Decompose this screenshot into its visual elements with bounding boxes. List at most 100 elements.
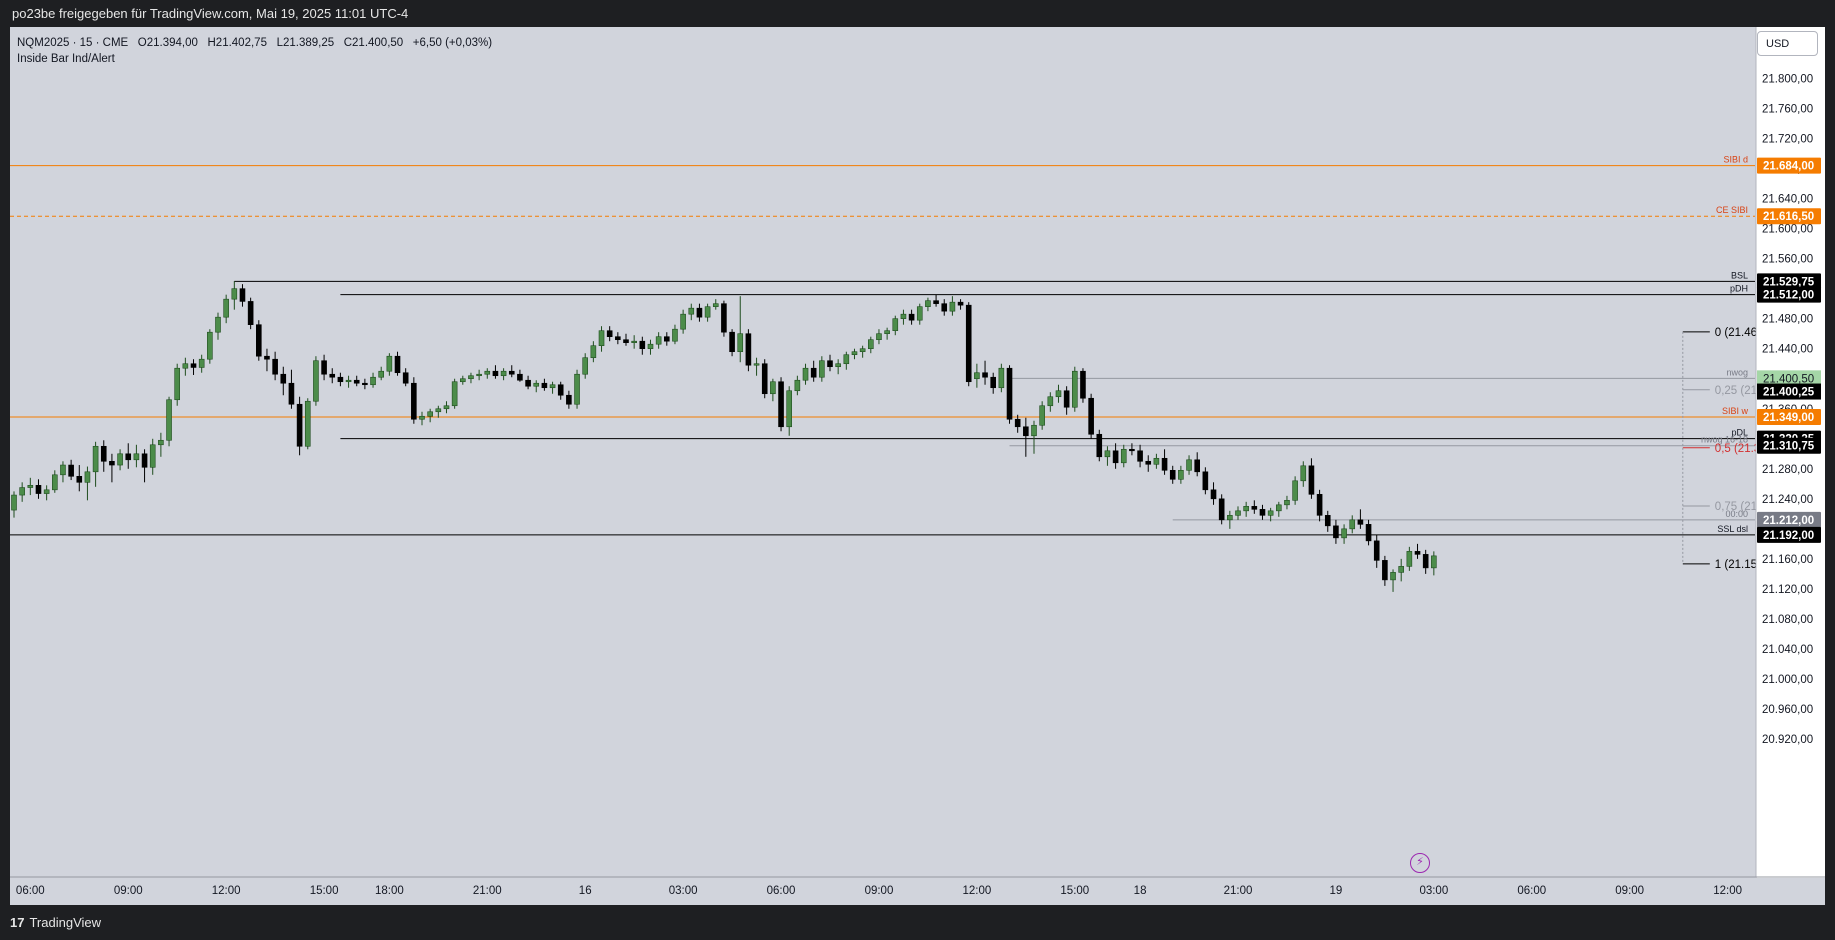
candle[interactable] <box>688 303 695 321</box>
candle[interactable] <box>582 353 589 379</box>
candle[interactable] <box>451 378 458 409</box>
candle[interactable] <box>843 351 850 370</box>
candle[interactable] <box>133 444 140 468</box>
time-axis-panel[interactable] <box>10 877 1756 905</box>
candle[interactable] <box>1324 510 1331 532</box>
candle[interactable] <box>770 378 776 402</box>
candle[interactable] <box>949 296 956 316</box>
candle[interactable] <box>345 375 352 388</box>
candle[interactable] <box>329 368 336 384</box>
candle[interactable] <box>255 320 262 361</box>
candle[interactable] <box>190 359 197 375</box>
candle[interactable] <box>982 360 988 385</box>
candle[interactable] <box>1414 543 1421 559</box>
candle[interactable] <box>598 326 605 352</box>
candle[interactable] <box>1276 501 1282 517</box>
candle[interactable] <box>1341 524 1347 544</box>
candle[interactable] <box>712 299 719 310</box>
candle[interactable] <box>500 368 507 381</box>
currency-selector[interactable]: USD <box>1757 31 1818 56</box>
candle[interactable] <box>1161 449 1168 475</box>
candle[interactable] <box>1153 453 1160 469</box>
candle[interactable] <box>631 335 637 349</box>
candle[interactable] <box>1072 366 1078 412</box>
candle[interactable] <box>215 312 221 340</box>
candle[interactable] <box>443 401 450 414</box>
candle[interactable] <box>1218 494 1225 525</box>
candle[interactable] <box>1145 455 1152 472</box>
candle[interactable] <box>1031 420 1037 454</box>
candle[interactable] <box>647 339 654 355</box>
candle[interactable] <box>859 345 866 358</box>
candle[interactable] <box>158 432 164 457</box>
candle[interactable] <box>1023 417 1029 457</box>
candle[interactable] <box>43 485 50 501</box>
candle[interactable] <box>884 327 890 340</box>
candle[interactable] <box>207 329 213 364</box>
candle[interactable] <box>264 348 270 372</box>
candle[interactable] <box>1251 500 1258 514</box>
candle[interactable] <box>925 297 931 312</box>
candle[interactable] <box>1316 489 1323 522</box>
candle[interactable] <box>231 281 238 310</box>
candle[interactable] <box>525 375 531 390</box>
candle[interactable] <box>27 477 34 496</box>
candle[interactable] <box>615 332 621 345</box>
candle[interactable] <box>541 378 548 391</box>
candle[interactable] <box>557 381 564 400</box>
candle[interactable] <box>1063 386 1070 415</box>
candle[interactable] <box>704 303 711 322</box>
candle[interactable] <box>990 372 997 394</box>
candle[interactable] <box>810 360 817 382</box>
candle[interactable] <box>1178 465 1184 484</box>
candle[interactable] <box>623 333 629 346</box>
candle[interactable] <box>696 303 703 322</box>
candle[interactable] <box>1431 551 1437 576</box>
candle[interactable] <box>761 359 768 399</box>
candle[interactable] <box>1357 509 1364 529</box>
candle[interactable] <box>468 372 474 384</box>
candle[interactable] <box>288 369 295 409</box>
candle[interactable] <box>280 366 287 396</box>
tradingview-logo[interactable]: 17 TradingView <box>10 915 101 930</box>
candle[interactable] <box>974 363 980 388</box>
candle[interactable] <box>141 449 148 483</box>
candle[interactable] <box>574 369 580 409</box>
candle[interactable] <box>566 390 572 409</box>
indicator-label[interactable]: Inside Bar Ind/Alert <box>17 53 115 65</box>
lightning-icon[interactable]: ⚡ <box>1410 853 1430 873</box>
candle[interactable] <box>892 315 899 336</box>
candle[interactable] <box>1235 506 1241 520</box>
candle[interactable] <box>786 386 793 436</box>
candle[interactable] <box>337 372 344 387</box>
candle[interactable] <box>100 440 107 472</box>
candle[interactable] <box>394 351 401 376</box>
candle[interactable] <box>386 353 393 376</box>
candle[interactable] <box>1308 458 1315 499</box>
candle[interactable] <box>672 324 678 345</box>
candle[interactable] <box>1039 401 1045 430</box>
candle[interactable] <box>655 332 662 349</box>
candle[interactable] <box>517 369 523 382</box>
candle[interactable] <box>941 299 948 316</box>
candle[interactable] <box>1186 455 1192 475</box>
candle[interactable] <box>435 405 442 418</box>
candle[interactable] <box>900 309 907 325</box>
candle[interactable] <box>794 375 801 396</box>
candle[interactable] <box>851 348 858 360</box>
candle[interactable] <box>721 300 727 337</box>
candle[interactable] <box>1259 504 1266 520</box>
candle[interactable] <box>1169 465 1176 484</box>
candle[interactable] <box>1137 444 1143 468</box>
candle[interactable] <box>1422 549 1429 574</box>
candle[interactable] <box>84 466 91 501</box>
candle[interactable] <box>1398 558 1404 582</box>
candle[interactable] <box>378 366 385 381</box>
candle[interactable] <box>819 356 825 382</box>
candle[interactable] <box>1194 452 1200 477</box>
candle[interactable] <box>484 368 491 379</box>
candle[interactable] <box>1284 495 1290 510</box>
candle[interactable] <box>247 297 254 330</box>
candle[interactable] <box>362 378 368 390</box>
